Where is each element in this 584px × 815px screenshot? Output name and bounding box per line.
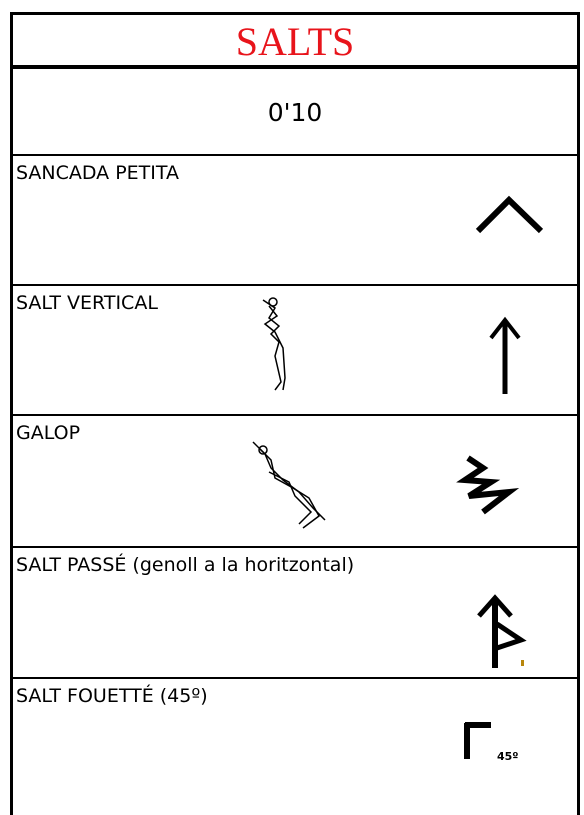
figure-sketch (252, 441, 326, 529)
row-label: SALT PASSÉ (genoll a la horitzontal) (16, 554, 355, 576)
figure-sketch (262, 297, 286, 391)
row-label: SALT FOUETTÉ (45º) (16, 685, 208, 707)
row: SALT FOUETTÉ (45º) 45º (13, 679, 577, 815)
row: SALT PASSÉ (genoll a la horitzontal) (13, 548, 577, 679)
row-label: SALT VERTICAL (16, 292, 158, 314)
symbol: 45º (464, 722, 519, 763)
row: SALT VERTICAL (13, 286, 577, 416)
score: 0'10 (13, 69, 577, 156)
symbol (475, 195, 544, 234)
row-label: SANCADA PETITA (16, 162, 180, 184)
row: GALOP (13, 416, 577, 548)
row: SANCADA PETITA (13, 156, 577, 286)
symbol (262, 297, 521, 394)
symbol-text: 45º (497, 750, 519, 763)
row-label: GALOP (16, 422, 81, 444)
table-title: SALTS (13, 15, 577, 69)
symbol (252, 441, 520, 529)
symbol (477, 594, 527, 668)
table: SALTS 0'10 SANCADA PETITA SALT VERTICAL … (10, 12, 580, 815)
